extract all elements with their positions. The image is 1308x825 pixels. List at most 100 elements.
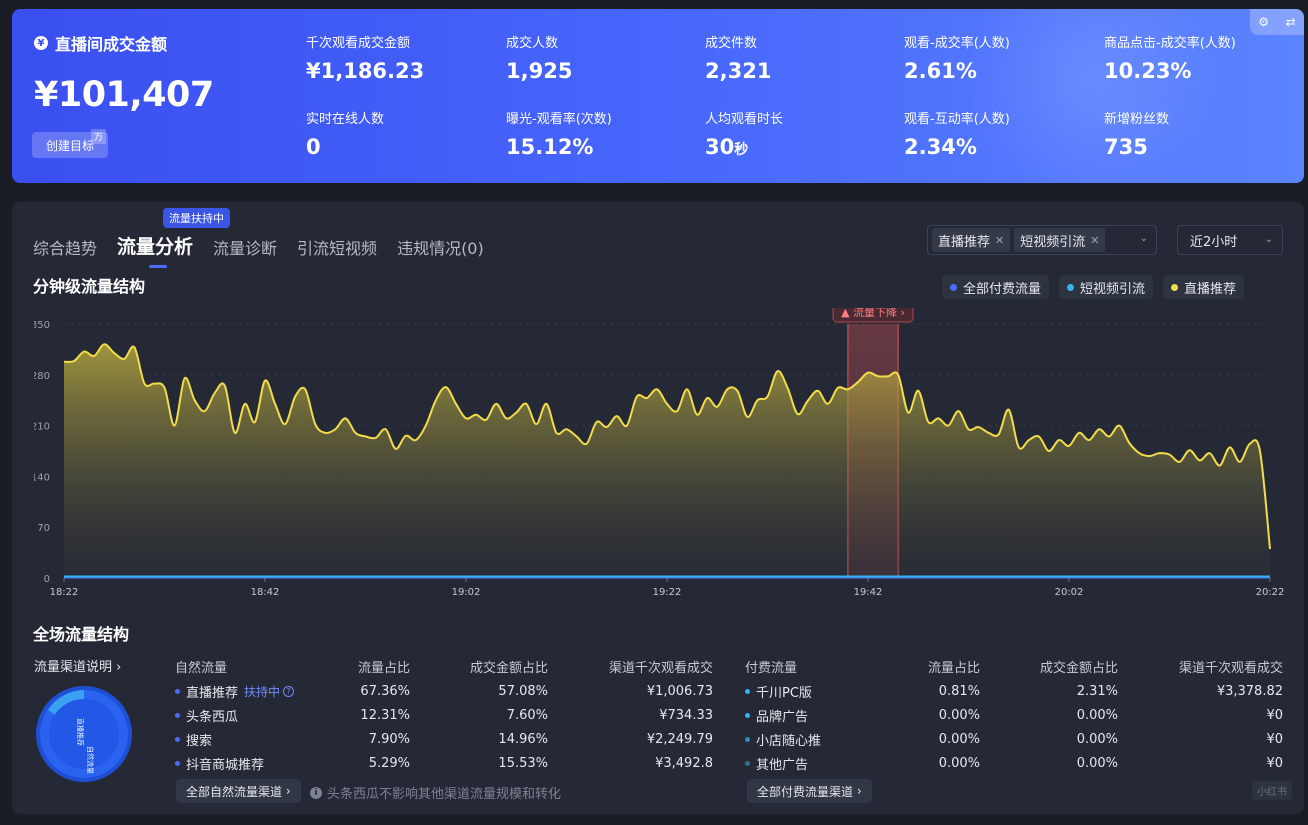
summary-card: ⚙ ⇄ ¥ 直播间成交金额 ¥101,407 万 创建目标 千次观看成交金额 ¥… [12, 9, 1304, 183]
kpi-label: 人均观看时长 [705, 112, 784, 127]
kpi-items[interactable]: 成交件数 2,321 [705, 32, 771, 83]
time-range-select[interactable]: 近2小时 ⌄ [1177, 225, 1283, 255]
table-row[interactable]: 品牌广告 0.00% 0.00% ¥0 [745, 703, 1285, 727]
tab-overview[interactable]: 综合趋势 [33, 239, 98, 258]
kpi-value: 2,321 [705, 59, 772, 83]
x-tick-label: 19:22 [653, 587, 682, 598]
kpi-view-conversion[interactable]: 观看-成交率(人数) 2.61% [904, 32, 1010, 83]
bullet [175, 688, 180, 694]
kpi-exposure-view[interactable]: 曝光-观看率(次数) 15.12% [506, 108, 612, 159]
tab-traffic-analysis[interactable]: 流量分析 [117, 232, 193, 268]
tab-bar: 综合趋势 流量分析 流量诊断 引流短视频 违规情况(0) [33, 232, 504, 268]
tab-traffic-diagnosis[interactable]: 流量诊断 [213, 239, 278, 258]
watermark: 小红书 [1252, 781, 1292, 800]
x-tick-label: 20:02 [1055, 587, 1084, 598]
filter-chip[interactable]: 短视频引流 ✕ [1014, 228, 1106, 252]
table-row[interactable]: 头条西瓜 12.31% 7.60% ¥734.33 [175, 703, 715, 727]
kpi-label: 成交件数 [705, 36, 758, 51]
bullet [745, 712, 750, 718]
channel-desc-link[interactable]: 流量渠道说明 › [34, 660, 122, 675]
y-tick-label: 210 [34, 422, 50, 433]
tab-short-video[interactable]: 引流短视频 [297, 239, 378, 258]
table-row[interactable]: 直播推荐 扶持中? 67.36% 57.08% ¥1,006.73 [175, 679, 715, 703]
info-icon: i [310, 786, 322, 799]
kpi-click-conversion[interactable]: 商品点击-成交率(人数) 10.23% [1104, 32, 1236, 83]
table-row[interactable]: 搜索 7.90% 14.96% ¥2,249.79 [175, 727, 715, 751]
legend-live-recommend[interactable]: 直播推荐 [1163, 275, 1245, 299]
series-line-live-recommend [63, 343, 1271, 550]
kpi-label: 观看-互动率(人数) [904, 112, 1010, 127]
kpi-label: 观看-成交率(人数) [904, 36, 1010, 51]
kpi-value: 2.61% [904, 59, 977, 83]
kpi-label: 千次观看成交金额 [306, 36, 411, 51]
bullet [175, 712, 180, 718]
legend-short-video[interactable]: 短视频引流 [1059, 275, 1154, 299]
kpi-value: 1,925 [506, 59, 573, 83]
settings-icon[interactable]: ⚙ [1258, 15, 1270, 29]
table-header: 自然流量 流量占比 成交金额占比 渠道千次观看成交 [175, 660, 713, 676]
legend-paid[interactable]: 全部付费流量 [942, 275, 1050, 299]
series-area-live-recommend [64, 344, 1270, 578]
analysis-panel: 流量扶持中 综合趋势 流量分析 流量诊断 引流短视频 违规情况(0) 直播推荐 ✕… [12, 202, 1304, 814]
y-tick-label: 0 [44, 574, 50, 585]
channel-filter[interactable]: 直播推荐 ✕ 短视频引流 ✕ ⌄ [927, 225, 1157, 255]
channel-note: i 头条西瓜不影响其他渠道流量规模和转化 [310, 783, 561, 802]
legend-dot [1067, 283, 1075, 291]
kpi-watch-time[interactable]: 人均观看时长 30秒 [705, 108, 783, 159]
main-metric-title: 直播间成交金额 [55, 35, 168, 54]
donut-label-b: 自然流量 [86, 746, 95, 774]
traffic-donut-chart[interactable]: 直播推荐 自然流量 [32, 682, 136, 786]
kpi-label: 成交人数 [506, 36, 559, 51]
table-row[interactable]: 抖音商城推荐 5.29% 15.53% ¥3,492.8 [175, 751, 715, 775]
create-goal-button[interactable]: 创建目标 [32, 132, 108, 158]
bullet [745, 736, 750, 742]
minute-traffic-chart[interactable]: ▲ 流量下降 › 0 70 140 210 280 350 18:22 18:42 19:02 1… [34, 308, 1286, 604]
kpi-online[interactable]: 实时在线人数 0 [306, 108, 384, 159]
tab-badge: 流量扶持中 [163, 208, 230, 228]
all-natural-channels-button[interactable]: 全部自然流量渠道 › [176, 779, 301, 803]
kpi-interaction[interactable]: 观看-互动率(人数) 2.34% [904, 108, 1010, 159]
y-tick-label: 350 [34, 320, 50, 331]
kpi-value: 10.23% [1104, 59, 1192, 83]
all-paid-channels-button[interactable]: 全部付费流量渠道 › [747, 779, 872, 803]
kpi-label: 曝光-观看率(次数) [506, 112, 612, 127]
close-icon[interactable]: ✕ [995, 233, 1005, 247]
alert-label: ▲ 流量下降 › [841, 308, 905, 319]
bullet [175, 760, 180, 766]
table-row[interactable]: 其他广告 0.00% 0.00% ¥0 [745, 751, 1285, 775]
swap-icon[interactable]: ⇄ [1285, 15, 1296, 29]
kpi-value: ¥1,186.23 [306, 59, 425, 83]
chevron-down-icon: ⌄ [1264, 234, 1273, 245]
kpi-buyers[interactable]: 成交人数 1,925 [506, 32, 572, 83]
tab-violations[interactable]: 违规情况(0) [397, 239, 484, 258]
kpi-value: 0 [306, 135, 321, 159]
table-row[interactable]: 千川PC版 0.81% 2.31% ¥3,378.82 [745, 679, 1285, 703]
yen-icon: ¥ [34, 36, 48, 50]
corner-toolbar: ⚙ ⇄ [1250, 9, 1304, 35]
close-icon[interactable]: ✕ [1090, 233, 1100, 247]
kpi-new-fans[interactable]: 新增粉丝数 735 [1104, 108, 1169, 159]
kpi-label: 实时在线人数 [306, 112, 385, 127]
x-tick-label: 19:02 [452, 587, 481, 598]
table-row[interactable]: 小店随心推 0.00% 0.00% ¥0 [745, 727, 1285, 751]
legend-dot [950, 283, 957, 291]
kpi-value: 735 [1104, 135, 1148, 159]
time-range-value: 近2小时 [1190, 234, 1238, 250]
kpi-gpm[interactable]: 千次观看成交金额 ¥1,186.23 [306, 32, 424, 83]
chart-legend: 全部付费流量 短视频引流 直播推荐 [942, 275, 1254, 299]
main-metric: ¥ 直播间成交金额 ¥101,407 万 [34, 31, 214, 144]
natural-traffic-table: 自然流量 流量占比 成交金额占比 渠道千次观看成交 直播推荐 扶持中? 67.36… [175, 653, 715, 775]
filter-chip[interactable]: 直播推荐 ✕ [932, 228, 1011, 252]
y-tick-label: 140 [34, 472, 50, 483]
x-tick-label: 18:22 [50, 587, 79, 598]
overall-traffic-title: 全场流量结构 [33, 625, 130, 644]
help-icon[interactable]: ? [283, 685, 295, 697]
kpi-label: 新增粉丝数 [1104, 112, 1170, 127]
minute-traffic-title: 分钟级流量结构 [33, 277, 146, 296]
decorative-glow [964, 9, 1224, 183]
legend-dot [1171, 283, 1179, 291]
unit-badge: 万 [91, 129, 107, 144]
y-tick-label: 280 [34, 371, 50, 382]
chevron-down-icon[interactable]: ⌄ [1139, 233, 1148, 244]
donut-label-a: 直播推荐 [76, 718, 85, 746]
